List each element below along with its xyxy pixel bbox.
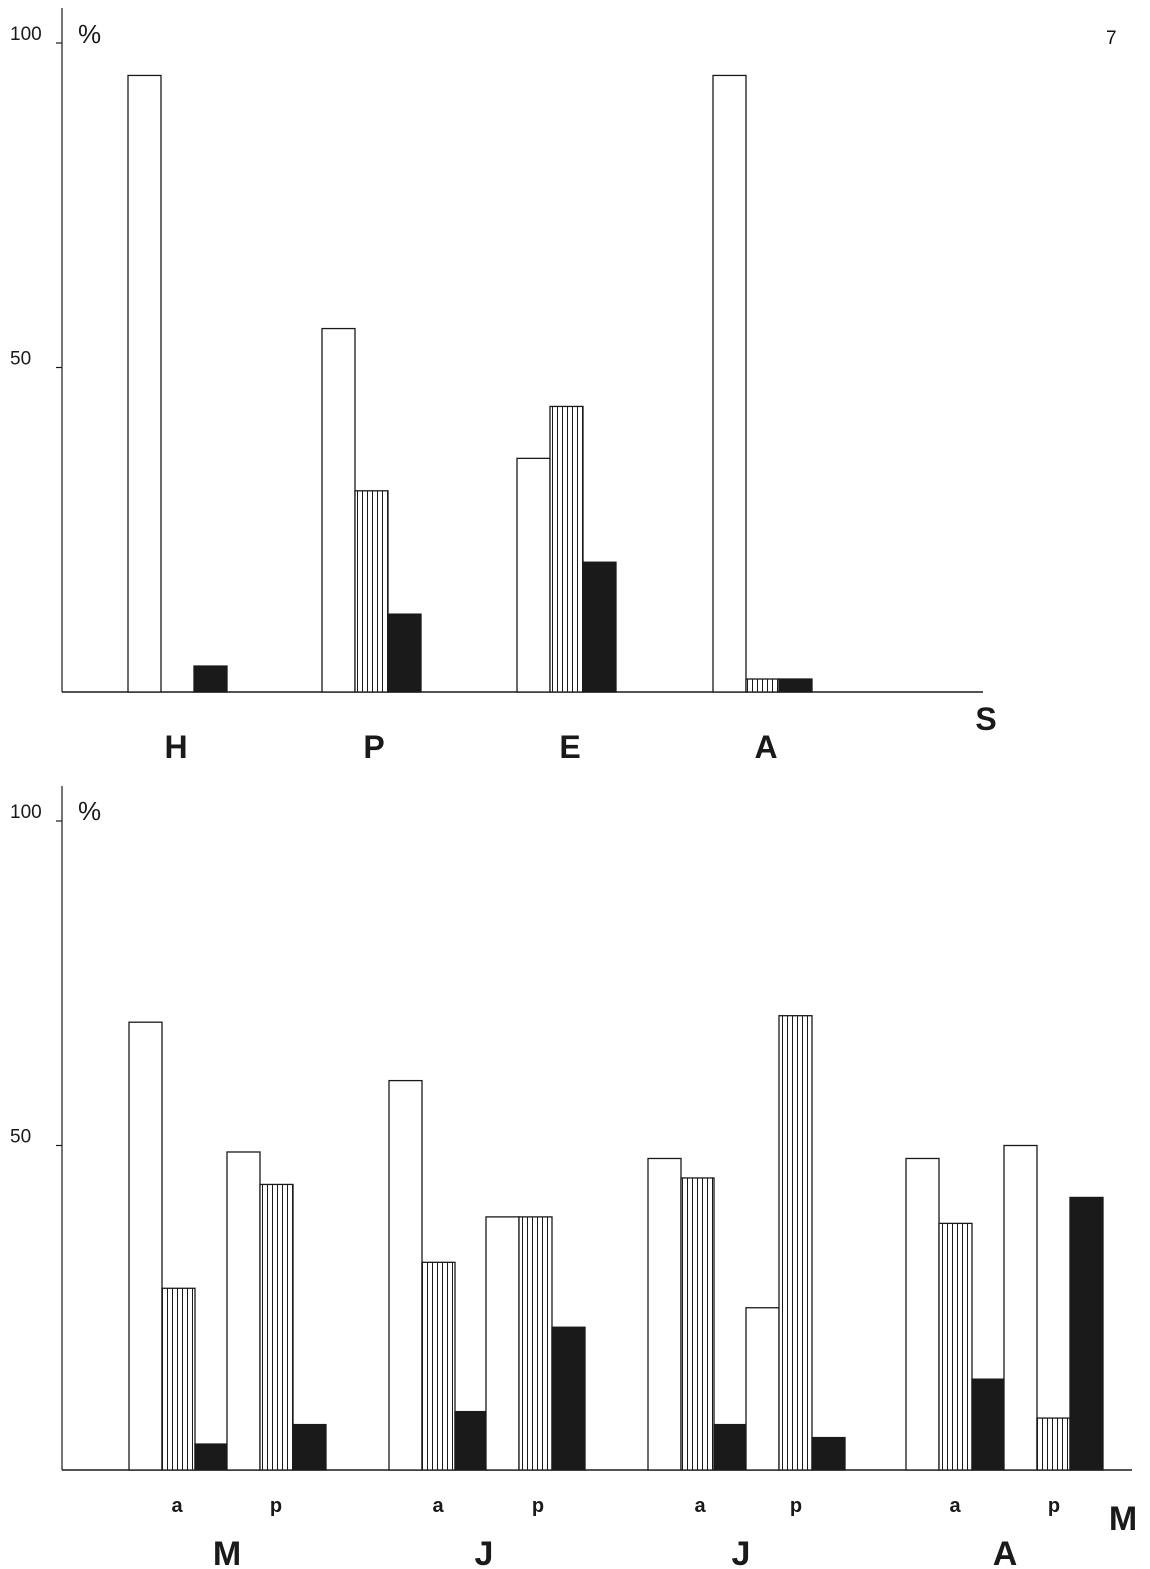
bar-hatched xyxy=(938,1222,973,1471)
subcategory-label: p xyxy=(270,1495,282,1517)
bar-open xyxy=(321,327,356,693)
bar-open xyxy=(128,1021,163,1471)
bar-hatched xyxy=(354,490,389,693)
bar-open xyxy=(1003,1144,1038,1471)
top-panel: 100 50% H P E A S xyxy=(10,8,997,765)
subcategory-label: p xyxy=(790,1495,802,1517)
bar-hatched xyxy=(549,405,584,693)
bar-black xyxy=(387,613,422,693)
bar-hatched xyxy=(778,1015,813,1471)
bar-black xyxy=(292,1423,327,1471)
subcategory-label: a xyxy=(694,1495,706,1517)
category-label: M xyxy=(213,1535,241,1569)
bar-black xyxy=(454,1410,489,1471)
bar-black xyxy=(582,561,617,693)
bar-black xyxy=(971,1378,1006,1471)
bar-black xyxy=(778,678,813,693)
bar-black xyxy=(193,665,228,693)
page-number: 7 xyxy=(1106,28,1117,49)
bar-open xyxy=(905,1157,940,1471)
subcategory-label: a xyxy=(432,1495,444,1517)
category-label: J xyxy=(732,1535,751,1569)
bar-hatched xyxy=(421,1261,456,1471)
bar-open xyxy=(485,1216,520,1471)
bar-black xyxy=(713,1423,748,1471)
bar-hatched xyxy=(518,1216,553,1471)
bar-open xyxy=(388,1079,423,1471)
category-label: H xyxy=(164,729,187,765)
bar-hatched xyxy=(745,678,780,693)
bar-open xyxy=(647,1157,682,1471)
bar-hatched xyxy=(259,1183,294,1471)
bar-black xyxy=(811,1436,846,1471)
bar-open xyxy=(127,74,162,693)
x-axis-end-label: S xyxy=(975,701,996,737)
bar-open xyxy=(226,1151,261,1471)
bar-hatched xyxy=(1036,1417,1071,1471)
bottom-panel: 100 50% a p a p a p a p M J J A M xyxy=(10,786,1137,1569)
bar-open xyxy=(712,74,747,693)
bar-hatched xyxy=(680,1177,715,1471)
x-axis-end-label: M xyxy=(1109,1500,1137,1538)
category-label: J xyxy=(475,1535,494,1569)
category-label: A xyxy=(754,729,777,765)
bar-hatched xyxy=(161,1287,196,1471)
y-tick-label: 50 xyxy=(10,1127,31,1148)
category-label: A xyxy=(993,1535,1018,1569)
subcategory-label: p xyxy=(532,1495,544,1517)
y-tick-label: 100 xyxy=(10,24,42,45)
y-unit-label: % xyxy=(78,796,101,826)
y-tick-label: 100 xyxy=(10,802,42,823)
y-tick-label: 50 xyxy=(10,349,31,370)
subcategory-label: p xyxy=(1048,1495,1060,1517)
bar-open xyxy=(516,457,551,693)
bar-black xyxy=(551,1326,586,1471)
bar-black xyxy=(194,1443,229,1471)
subcategory-label: a xyxy=(171,1495,183,1517)
bar-open xyxy=(745,1307,780,1471)
category-label: P xyxy=(363,729,384,765)
subcategory-label: a xyxy=(949,1495,961,1517)
category-label: E xyxy=(559,729,580,765)
y-unit-label: % xyxy=(78,19,101,49)
bar-black xyxy=(1069,1196,1104,1471)
